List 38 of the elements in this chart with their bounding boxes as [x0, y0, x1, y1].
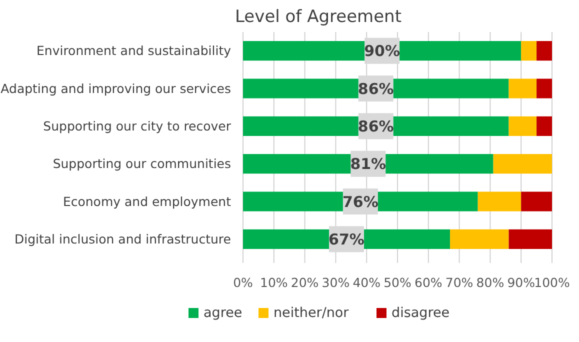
x-tick-label: 70%: [445, 275, 474, 290]
x-tick-label: 90%: [507, 275, 536, 290]
x-tick-label: 30%: [322, 275, 350, 290]
y-tick-label: Economy and employment: [62, 194, 232, 209]
y-tick-label: Supporting our communities: [52, 156, 231, 172]
x-tick-label: 50%: [384, 275, 412, 290]
x-tick-label: 80%: [476, 275, 504, 290]
bar: [508, 116, 537, 136]
data-label: 67%: [328, 230, 364, 248]
chart-title: Level of Agreement: [235, 7, 402, 27]
y-tick-label: Supporting our city to recover: [43, 118, 232, 134]
data-label: 86%: [358, 117, 394, 136]
data-label: 86%: [358, 80, 394, 98]
bar: [478, 192, 522, 212]
legend-label: agree: [204, 305, 242, 321]
x-tick-label: 0%: [233, 275, 254, 290]
bar: [521, 41, 537, 61]
y-tick-label: Environment and sustainability: [36, 43, 232, 58]
y-tick-label: Digital inclusion and infrastructure: [14, 232, 232, 247]
bar: [536, 78, 552, 98]
bar: [450, 229, 509, 249]
bar: [521, 192, 552, 212]
legend-label: neither/nor: [274, 305, 350, 321]
bar: [536, 116, 552, 136]
bar: [536, 41, 552, 61]
x-tick-label: 40%: [352, 275, 381, 290]
x-tick-label: 10%: [260, 275, 288, 290]
x-tick-label: 20%: [290, 275, 319, 290]
data-label: 76%: [342, 192, 378, 211]
bar: [508, 78, 537, 98]
data-label: 81%: [350, 155, 386, 174]
legend-label: disagree: [392, 305, 450, 321]
x-tick-label: 100%: [534, 275, 570, 290]
bar: [493, 154, 552, 174]
bar: [508, 229, 552, 249]
y-tick-label: Adapting and improving our services: [0, 80, 231, 96]
data-label: 90%: [364, 42, 400, 60]
x-tick-label: 60%: [414, 275, 442, 290]
